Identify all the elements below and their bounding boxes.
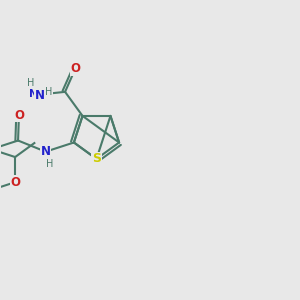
Text: O: O [14,109,24,122]
Text: O: O [70,62,80,75]
Text: N: N [35,89,45,103]
Text: NH₂: NH₂ [29,89,51,100]
Text: N: N [40,145,51,158]
Text: H: H [45,86,52,97]
Text: O: O [10,176,20,189]
Text: S: S [92,152,101,165]
Text: H: H [27,78,35,88]
Text: H: H [46,159,53,170]
